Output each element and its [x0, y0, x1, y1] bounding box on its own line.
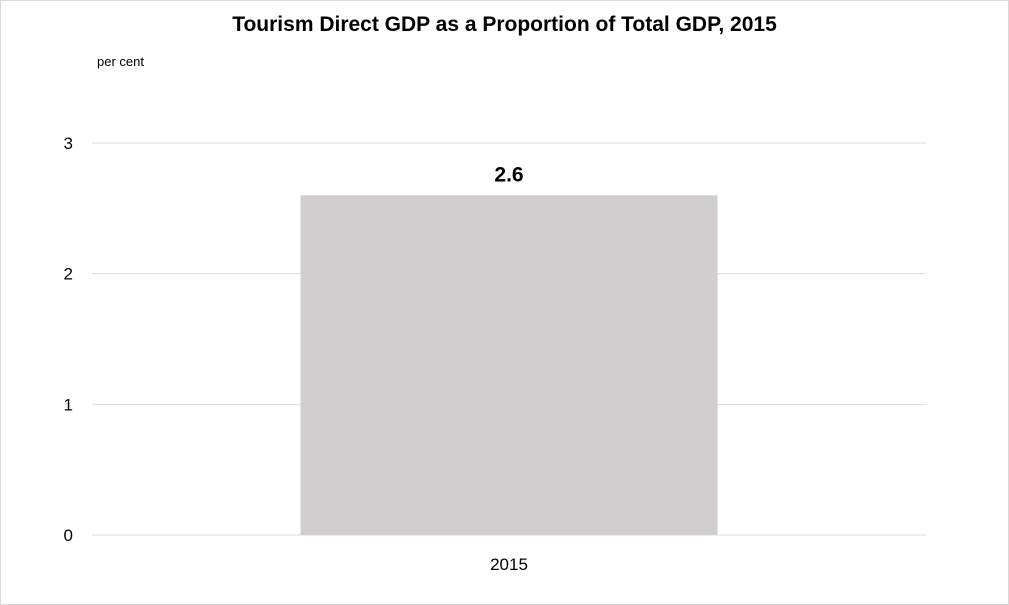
x-tick-label: 2015 — [490, 555, 528, 574]
y-tick-label: 2 — [64, 265, 73, 284]
y-axis-unit-label: per cent — [97, 54, 144, 69]
y-tick-label: 0 — [64, 526, 73, 545]
y-tick-label: 3 — [64, 134, 73, 153]
chart-title: Tourism Direct GDP as a Proportion of To… — [232, 13, 777, 36]
y-tick-label: 1 — [64, 395, 73, 414]
bar — [300, 195, 718, 535]
bar-data-label: 2.6 — [494, 163, 523, 186]
